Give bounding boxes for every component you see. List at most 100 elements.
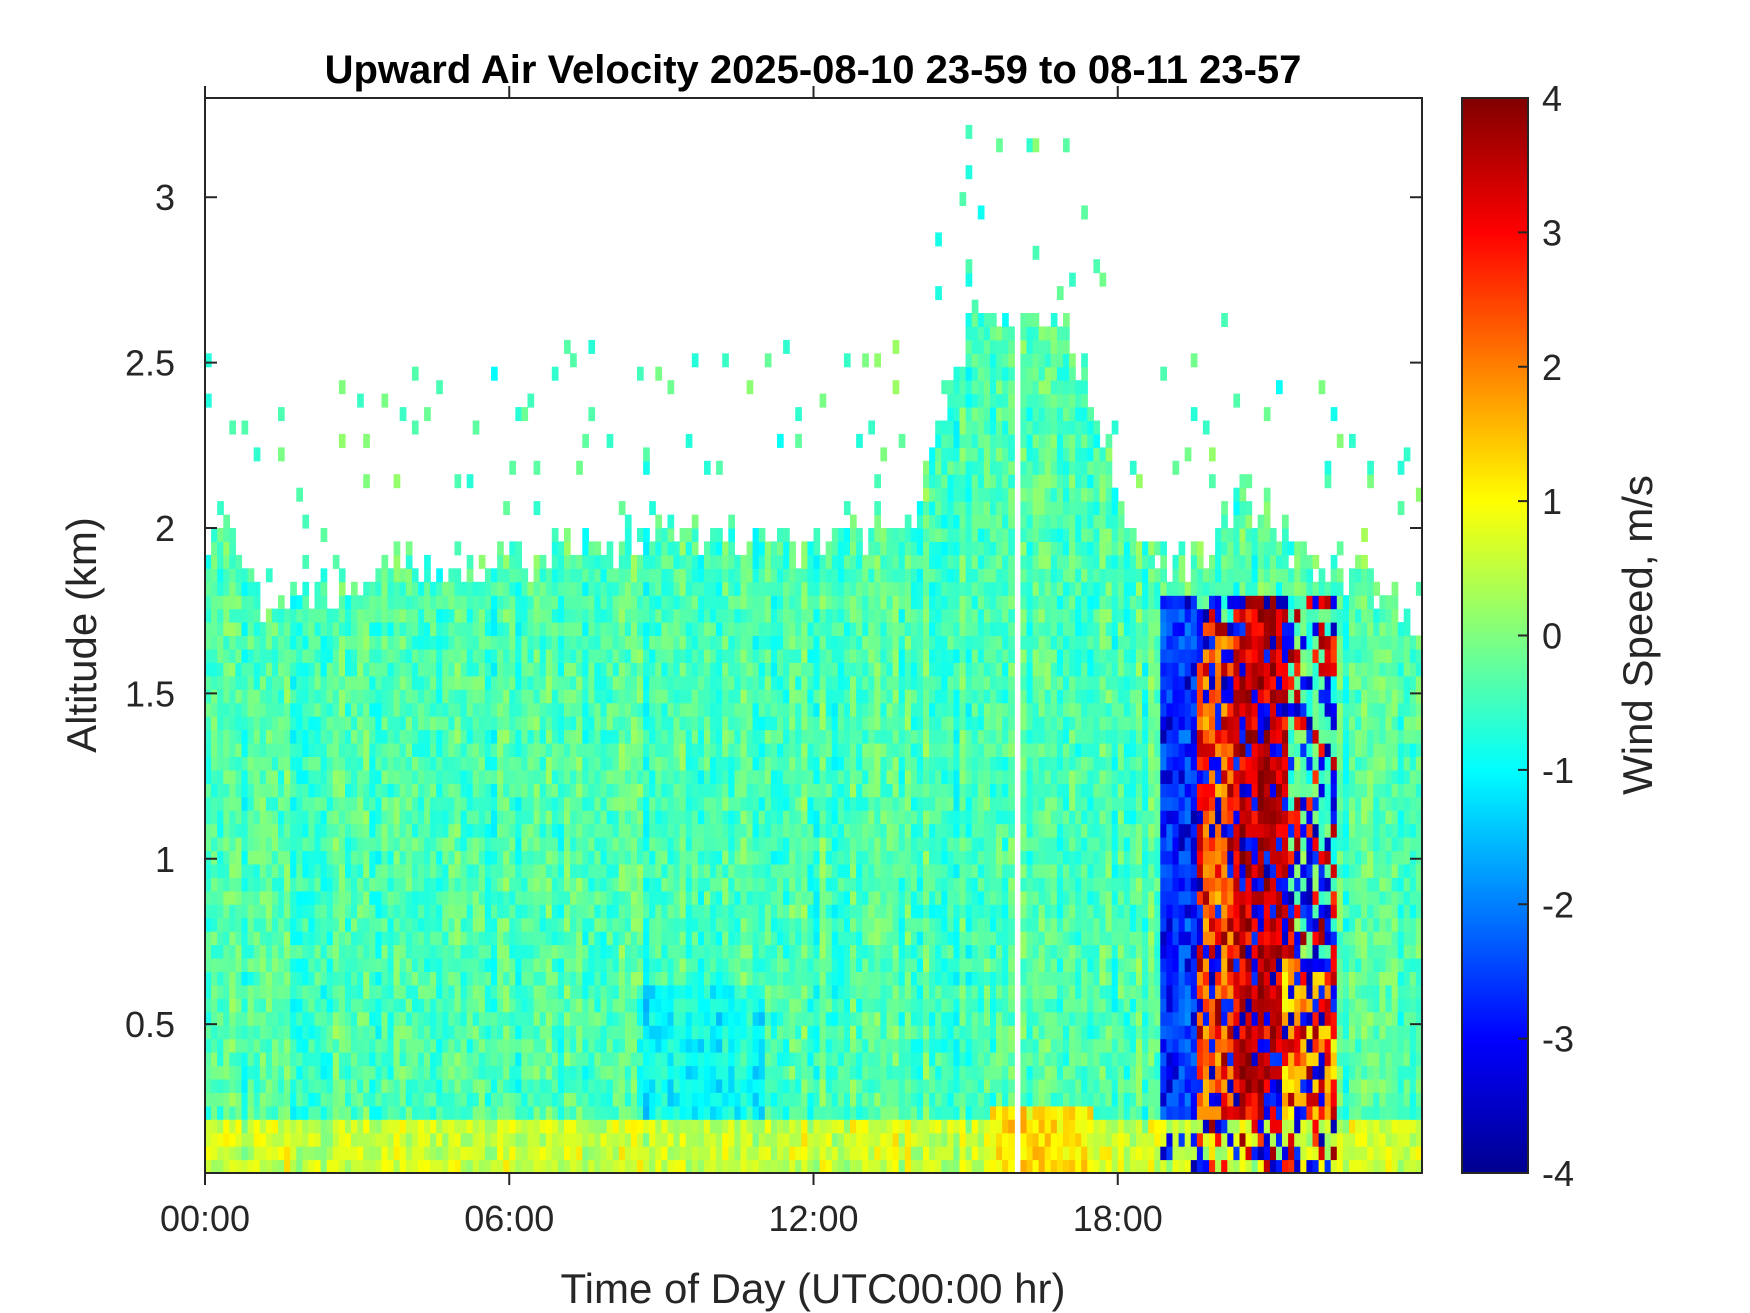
heatmap-cell (253, 1038, 261, 1053)
heatmap-cell (296, 944, 303, 959)
heatmap-cell (831, 917, 839, 932)
heatmap-cell (308, 958, 316, 972)
heatmap-cell (223, 944, 230, 959)
heatmap-cell (837, 756, 845, 771)
heatmap-cell (436, 877, 443, 892)
heatmap-cell (722, 783, 729, 798)
heatmap-cell (655, 1078, 662, 1093)
heatmap-cell (314, 917, 322, 932)
heatmap-cell (685, 689, 693, 704)
heatmap-cell (643, 1025, 650, 1040)
heatmap-cell (241, 635, 249, 650)
heatmap-cell (454, 1146, 462, 1161)
heatmap-cell (442, 675, 449, 690)
heatmap-cell (691, 944, 699, 959)
heatmap-cell (411, 756, 419, 771)
heatmap-cell (728, 904, 735, 919)
heatmap-cell (454, 783, 462, 798)
heatmap-cell (296, 635, 303, 650)
heatmap-cell (205, 1011, 212, 1026)
heatmap-cell (430, 595, 437, 610)
heatmap-cell (740, 1065, 748, 1080)
heatmap-cell (320, 635, 328, 650)
heatmap-cell (484, 769, 492, 784)
heatmap-cell (448, 1119, 456, 1134)
heatmap-cell (673, 783, 681, 798)
heatmap-cell (807, 648, 815, 663)
heatmap-cell (332, 743, 340, 757)
heatmap-cell (509, 581, 516, 596)
heatmap-cell (466, 931, 474, 946)
heatmap-cell (430, 863, 437, 878)
heatmap-cell (326, 971, 334, 986)
heatmap-cell (722, 1025, 729, 1040)
heatmap-cell (387, 756, 395, 771)
heatmap-cell (685, 917, 693, 932)
heatmap-cell (387, 810, 395, 825)
heatmap-cell (259, 850, 267, 865)
heatmap-cell (758, 528, 766, 542)
heatmap-cell (704, 1119, 711, 1134)
heatmap-cell (393, 1146, 401, 1161)
heatmap-cell (302, 514, 310, 529)
heatmap-cell (691, 648, 699, 663)
heatmap-cell (710, 675, 717, 690)
heatmap-cell (843, 581, 851, 596)
heatmap-cell (734, 662, 742, 677)
heatmap-cell (472, 837, 480, 852)
heatmap-cell (405, 554, 413, 569)
heatmap-cell (661, 729, 669, 744)
heatmap-cell (728, 1105, 735, 1120)
heatmap-cell (843, 810, 851, 825)
heatmap-cell (710, 622, 717, 637)
heatmap-cell (460, 675, 468, 690)
heatmap-cell (673, 1159, 681, 1173)
heatmap-cell (819, 1119, 827, 1134)
heatmap-cell (655, 1105, 662, 1120)
heatmap-cell (424, 944, 431, 959)
heatmap-cell (259, 823, 267, 838)
heatmap-cell (570, 756, 577, 771)
heatmap-cell (649, 837, 656, 852)
heatmap-cell (856, 1132, 863, 1147)
heatmap-cell (685, 850, 693, 865)
heatmap-cell (746, 904, 754, 919)
heatmap-cell (484, 810, 492, 825)
heatmap-cell (758, 931, 766, 946)
heatmap-cell (594, 769, 602, 784)
heatmap-cell (704, 1132, 711, 1147)
heatmap-cell (418, 877, 425, 892)
heatmap-cell (655, 971, 662, 986)
heatmap-cell (509, 796, 516, 811)
heatmap-cell (551, 958, 559, 972)
heatmap-cell (448, 568, 456, 583)
heatmap-cell (436, 702, 443, 717)
heatmap-cell (320, 998, 328, 1013)
heatmap-cell (497, 608, 504, 623)
heatmap-cell (411, 810, 419, 825)
heatmap-cell (424, 407, 431, 422)
heatmap-cell (618, 1025, 626, 1040)
heatmap-cell (637, 904, 644, 919)
heatmap-cell (217, 581, 224, 596)
heatmap-cell (612, 944, 620, 959)
heatmap-cell (643, 944, 650, 959)
heatmap-cell (831, 1119, 839, 1134)
heatmap-cell (241, 648, 249, 663)
heatmap-cell (795, 931, 802, 946)
heatmap-cell (521, 850, 529, 865)
heatmap-cell (460, 689, 468, 704)
heatmap-cell (326, 729, 334, 744)
heatmap-cell (673, 541, 681, 556)
heatmap-cell (576, 783, 583, 798)
heatmap-cell (594, 743, 602, 757)
heatmap-cell (777, 1052, 784, 1067)
heatmap-cell (649, 1159, 656, 1173)
heatmap-cell (509, 810, 516, 825)
heatmap-cell (326, 931, 334, 946)
heatmap-cell (448, 581, 456, 596)
heatmap-cell (594, 1052, 602, 1067)
heatmap-cell (436, 1052, 443, 1067)
heatmap-cell (783, 890, 790, 905)
heatmap-cell (813, 958, 821, 972)
